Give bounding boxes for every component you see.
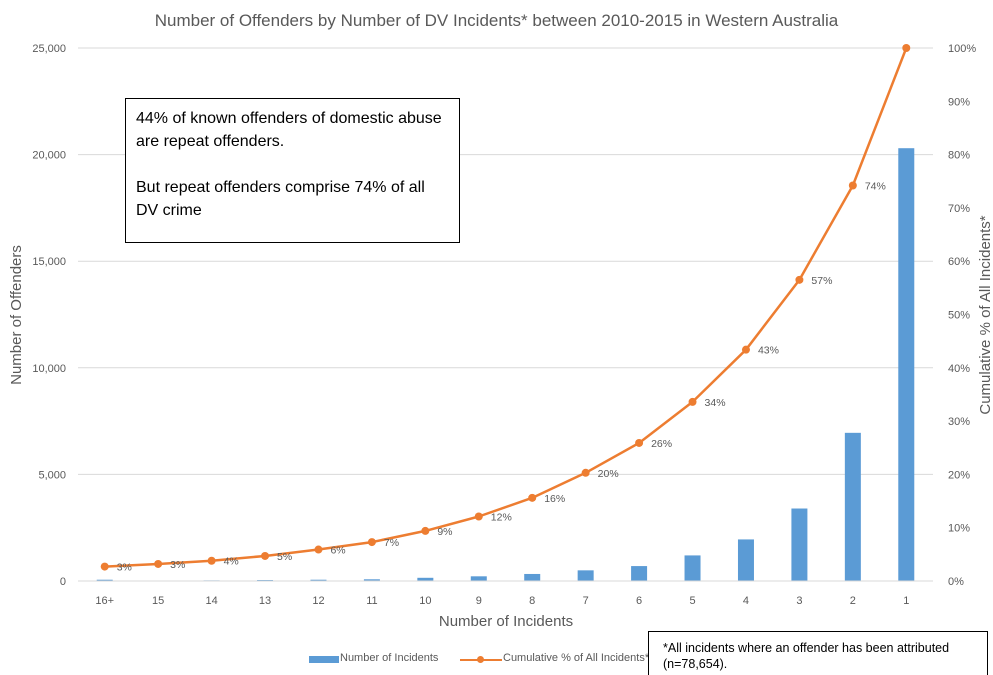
data-label: 43% (758, 345, 779, 357)
chart-title: Number of Offenders by Number of DV Inci… (154, 11, 839, 30)
y2-tick-label: 40% (948, 363, 970, 375)
data-label: 7% (384, 537, 399, 549)
x-tick-label: 9 (476, 595, 482, 607)
data-label: 3% (170, 559, 185, 571)
legend-line-dot (477, 656, 484, 663)
y-tick-label: 15,000 (32, 256, 66, 268)
bar (417, 577, 434, 581)
cumulative-line (100, 44, 911, 571)
bars (96, 148, 915, 582)
x-tick-label: 2 (850, 595, 856, 607)
line-point (314, 545, 323, 554)
data-label: 26% (651, 438, 672, 450)
y-tick-label: 20,000 (32, 150, 66, 162)
x-tick-label: 7 (583, 595, 589, 607)
data-label: 6% (330, 545, 345, 557)
bar (844, 432, 861, 581)
bar (577, 570, 594, 581)
line-point (154, 559, 163, 568)
x-tick-label: 6 (636, 595, 642, 607)
data-label: 3% (117, 562, 132, 574)
y-tick-label: 10,000 (32, 363, 66, 375)
line-point (848, 181, 857, 190)
y2-axis-label: Cumulative % of All Incidents* (977, 215, 993, 414)
bar (631, 566, 648, 581)
line-point (902, 44, 911, 52)
bar (363, 579, 380, 581)
line-point (741, 345, 750, 354)
y-tick-label: 0 (60, 576, 66, 588)
data-label: 34% (705, 397, 726, 409)
data-label: 20% (598, 468, 619, 480)
bar (96, 579, 113, 581)
y2-tick-label: 20% (948, 469, 970, 481)
x-tick-label: 12 (312, 595, 324, 607)
line-point (581, 468, 590, 477)
x-tick-label: 4 (743, 595, 749, 607)
legend-bar-swatch (309, 656, 339, 663)
x-tick-label: 13 (259, 595, 271, 607)
bar (310, 579, 327, 581)
y-tick-label: 25,000 (32, 43, 66, 55)
footnote: *All incidents where an offender has bee… (648, 631, 988, 675)
data-label: 16% (544, 493, 565, 505)
x-tick-label: 15 (152, 595, 164, 607)
y2-tick-label: 0% (948, 576, 964, 588)
y2-tick-label: 30% (948, 416, 970, 428)
line-point (688, 397, 697, 406)
line-point (261, 551, 270, 560)
data-label: 9% (437, 526, 452, 538)
legend-line-label: Cumulative % of All Incidents* (503, 652, 650, 664)
data-label: 4% (224, 556, 239, 568)
y2-tick-label: 70% (948, 203, 970, 215)
bar (791, 508, 808, 581)
x-tick-label: 5 (689, 595, 695, 607)
bar (898, 148, 915, 582)
data-label: 57% (811, 275, 832, 287)
line-point (421, 526, 430, 535)
y2-tick-label: 90% (948, 96, 970, 108)
axes: 0 5,000 10,000 15,000 20,000 25,000 0% 10% 20% 30… (32, 43, 976, 607)
legend: Number of Incidents Cumulative % of All … (0, 652, 993, 672)
line-point (528, 493, 537, 502)
x-axis-label: Number of Incidents (439, 613, 573, 630)
y2-tick-label: 80% (948, 150, 970, 162)
bar (684, 555, 701, 581)
gridlines (78, 47, 933, 475)
line-point (367, 538, 376, 547)
line-point (474, 512, 483, 521)
annotation-box: 44% of known offenders of domestic abuse… (125, 98, 460, 243)
y-tick-label: 5,000 (38, 469, 66, 481)
x-tick-label: 11 (366, 595, 377, 607)
bar (524, 573, 541, 581)
line-point (100, 562, 109, 571)
annotation-line-1: 44% of known offenders of domestic abuse… (136, 110, 442, 150)
x-tick-label: 1 (903, 595, 909, 607)
data-label: 5% (277, 551, 292, 563)
line-point (795, 275, 804, 284)
y-axis-label: Number of Offenders (8, 245, 25, 385)
cumulative-line-path (104, 47, 908, 568)
x-tick-label: 14 (205, 595, 217, 607)
x-tick-label: 16+ (95, 595, 114, 607)
data-label: 74% (865, 181, 886, 193)
bar (737, 539, 754, 581)
y2-tick-label: 100% (948, 43, 976, 55)
x-tick-label: 8 (529, 595, 535, 607)
line-point (207, 556, 216, 565)
legend-bar-label: Number of Incidents (340, 652, 439, 664)
data-labels: 3% 3% 4% 5% 6% 7% 9% 12% 16% 20% 26% 34% 43% 57% 74% (117, 181, 886, 574)
x-tick-label: 3 (796, 595, 802, 607)
y2-tick-label: 60% (948, 256, 970, 268)
x-tick-label: 10 (419, 595, 431, 607)
data-label: 12% (491, 512, 512, 524)
y2-tick-label: 50% (948, 310, 970, 322)
bar (470, 576, 487, 581)
annotation-line-2: But repeat offenders comprise 74% of all… (136, 179, 425, 219)
y2-tick-label: 10% (948, 523, 970, 535)
line-point (635, 438, 644, 447)
